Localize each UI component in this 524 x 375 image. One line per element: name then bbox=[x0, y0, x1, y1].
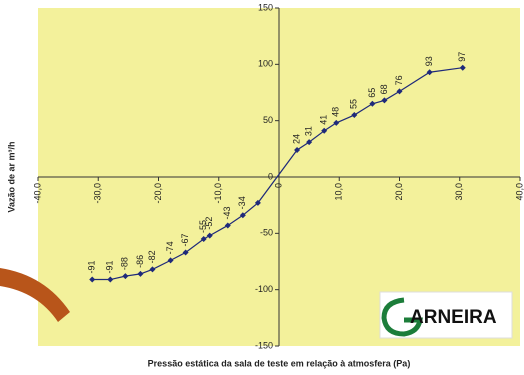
data-label: 65 bbox=[367, 88, 377, 98]
data-label: 48 bbox=[331, 107, 341, 117]
y-tick-label: 150 bbox=[258, 2, 273, 12]
data-label: -52 bbox=[204, 217, 214, 230]
y-tick-label: -50 bbox=[260, 228, 273, 238]
data-label: 76 bbox=[394, 75, 404, 85]
y-tick-label: 50 bbox=[263, 115, 273, 125]
data-label: 68 bbox=[379, 84, 389, 94]
chart: -150 -100 -50 0 50 100 150 -40,0 -30,0 -20,0 -10,0… bbox=[0, 0, 524, 375]
x-axis-label: Pressão estática da sala de teste em rel… bbox=[148, 358, 411, 368]
data-label: -88 bbox=[120, 257, 130, 270]
x-tick-label: 10,0 bbox=[334, 183, 344, 201]
y-tick-label: -100 bbox=[255, 284, 273, 294]
x-tick-label: -20,0 bbox=[153, 183, 163, 204]
data-label: -74 bbox=[165, 241, 175, 254]
data-label: -34 bbox=[237, 196, 247, 209]
data-label: -43 bbox=[222, 206, 232, 219]
data-label: 97 bbox=[457, 52, 467, 62]
y-tick-label: -150 bbox=[255, 340, 273, 350]
data-label: -91 bbox=[105, 261, 115, 274]
data-label: -91 bbox=[87, 261, 97, 274]
data-label: 55 bbox=[349, 99, 359, 109]
data-label: 93 bbox=[424, 56, 434, 66]
data-label: -86 bbox=[135, 255, 145, 268]
logo: ARNEIRA bbox=[380, 292, 512, 338]
x-tick-label: 30,0 bbox=[454, 183, 464, 201]
y-tick-label: 0 bbox=[268, 171, 273, 181]
x-tick-label: -10,0 bbox=[213, 183, 223, 204]
x-tick-label: 0 bbox=[273, 183, 283, 188]
x-tick-label: -30,0 bbox=[93, 183, 103, 204]
data-label: -82 bbox=[147, 250, 157, 263]
data-label: 41 bbox=[319, 115, 329, 125]
x-tick-label: -40,0 bbox=[32, 183, 42, 204]
data-label: 31 bbox=[304, 126, 314, 136]
y-axis-label: Vazão de ar m³/h bbox=[6, 141, 16, 212]
data-label: 24 bbox=[291, 134, 301, 144]
x-tick-label: 40,0 bbox=[514, 183, 524, 201]
logo-text: ARNEIRA bbox=[410, 307, 497, 328]
data-label: -67 bbox=[180, 233, 190, 246]
y-tick-label: 100 bbox=[258, 59, 273, 69]
x-tick-label: 20,0 bbox=[394, 183, 404, 201]
